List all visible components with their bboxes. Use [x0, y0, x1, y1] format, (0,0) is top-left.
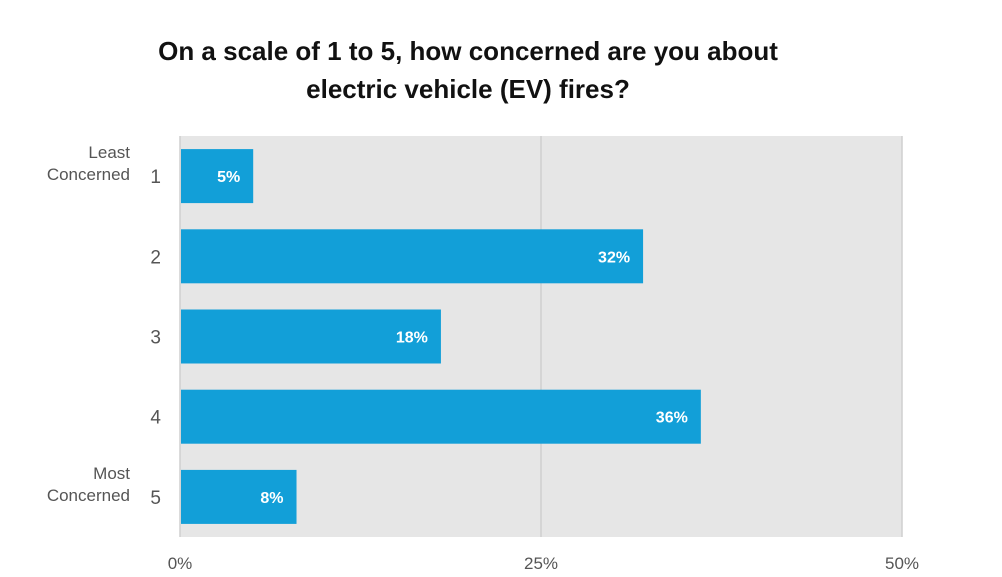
- bar-value-label: 32%: [598, 249, 630, 266]
- x-tick-label: 50%: [885, 554, 919, 573]
- chart-title-line-1: On a scale of 1 to 5, how concerned are …: [158, 36, 778, 66]
- y-category-note: Most: [93, 464, 130, 483]
- y-category-label: 3: [150, 328, 161, 349]
- bar-value-label: 5%: [217, 169, 240, 186]
- chart-title-line-2: electric vehicle (EV) fires?: [306, 74, 630, 104]
- x-tick-label: 25%: [524, 554, 558, 573]
- y-category-label: 1: [150, 167, 161, 188]
- y-category-note: Concerned: [47, 486, 130, 505]
- bar-value-label: 18%: [396, 330, 428, 347]
- x-tick-label: 0%: [168, 554, 193, 573]
- bar-4: [181, 389, 701, 444]
- bar-5: [181, 469, 297, 524]
- bar-value-label: 36%: [656, 410, 688, 427]
- bar-2: [181, 229, 644, 284]
- bar-3: [181, 309, 441, 364]
- y-category-label: 2: [150, 247, 161, 268]
- y-category-label: 4: [150, 408, 161, 429]
- y-category-note: Concerned: [47, 165, 130, 184]
- bar-value-label: 8%: [260, 490, 283, 507]
- chart-title: On a scale of 1 to 5, how concerned are …: [118, 32, 818, 108]
- bar-1: [181, 149, 254, 204]
- y-category-label: 5: [150, 488, 161, 509]
- y-category-note: Least: [88, 143, 130, 162]
